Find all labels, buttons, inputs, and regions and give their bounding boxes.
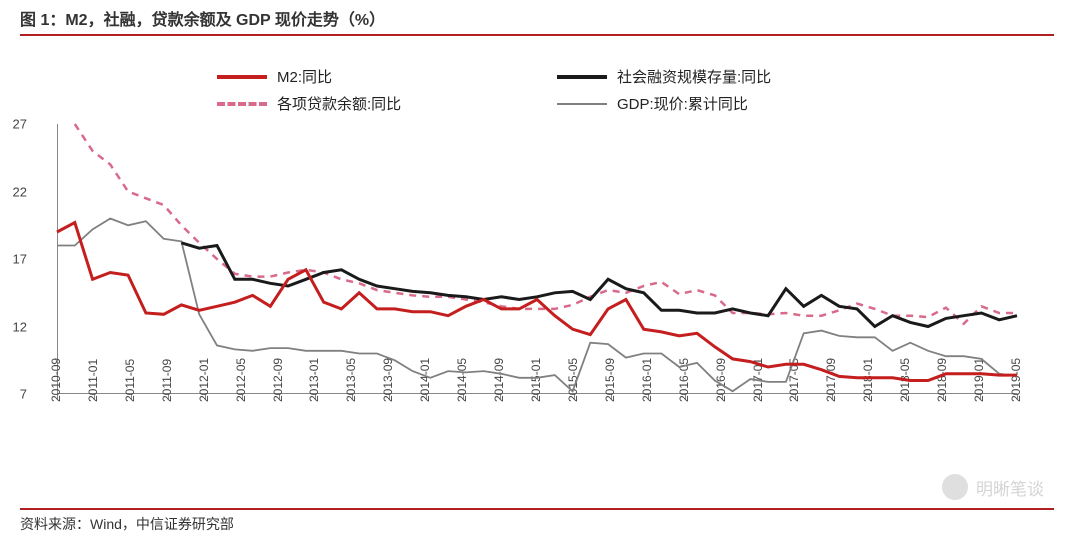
legend-item: GDP:现价:累计同比 bbox=[557, 93, 857, 114]
legend-label: GDP:现价:累计同比 bbox=[617, 93, 748, 114]
chart-area: M2:同比 社会融资规模存量:同比各项贷款余额:同比 GDP:现价:累计同比 712… bbox=[20, 36, 1054, 476]
legend-item: 各项贷款余额:同比 bbox=[217, 93, 517, 114]
legend-swatch bbox=[557, 75, 607, 79]
legend-item: 社会融资规模存量:同比 bbox=[557, 66, 857, 87]
line-layer bbox=[57, 124, 1017, 394]
plot-area: 712172227 2010-092011-012011-052011-0920… bbox=[57, 124, 1017, 394]
source-text: 资料来源：Wind，中信证券研究部 bbox=[20, 508, 1054, 534]
watermark: 明晰笔谈 bbox=[942, 474, 1044, 500]
chart-title: 图 1：M2，社融，贷款余额及 GDP 现价走势（%） bbox=[20, 0, 1054, 36]
legend-label: 各项贷款余额:同比 bbox=[277, 93, 401, 114]
legend: M2:同比 社会融资规模存量:同比各项贷款余额:同比 GDP:现价:累计同比 bbox=[217, 66, 857, 114]
legend-label: M2:同比 bbox=[277, 66, 332, 87]
y-tick-label: 27 bbox=[13, 117, 27, 132]
wechat-icon bbox=[942, 474, 968, 500]
legend-swatch bbox=[557, 103, 607, 105]
series-gdp bbox=[57, 219, 1017, 392]
watermark-text: 明晰笔谈 bbox=[976, 475, 1044, 500]
legend-swatch bbox=[217, 75, 267, 79]
legend-swatch bbox=[217, 102, 267, 106]
y-tick-label: 7 bbox=[20, 387, 27, 402]
y-tick-label: 17 bbox=[13, 252, 27, 267]
y-tick-label: 22 bbox=[13, 184, 27, 199]
x-axis: 2010-092011-012011-052011-092012-012012-… bbox=[57, 394, 1017, 484]
y-tick-label: 12 bbox=[13, 319, 27, 334]
legend-item: M2:同比 bbox=[217, 66, 517, 87]
legend-label: 社会融资规模存量:同比 bbox=[617, 66, 771, 87]
series-social bbox=[181, 243, 1017, 327]
series-m2 bbox=[57, 223, 1017, 381]
